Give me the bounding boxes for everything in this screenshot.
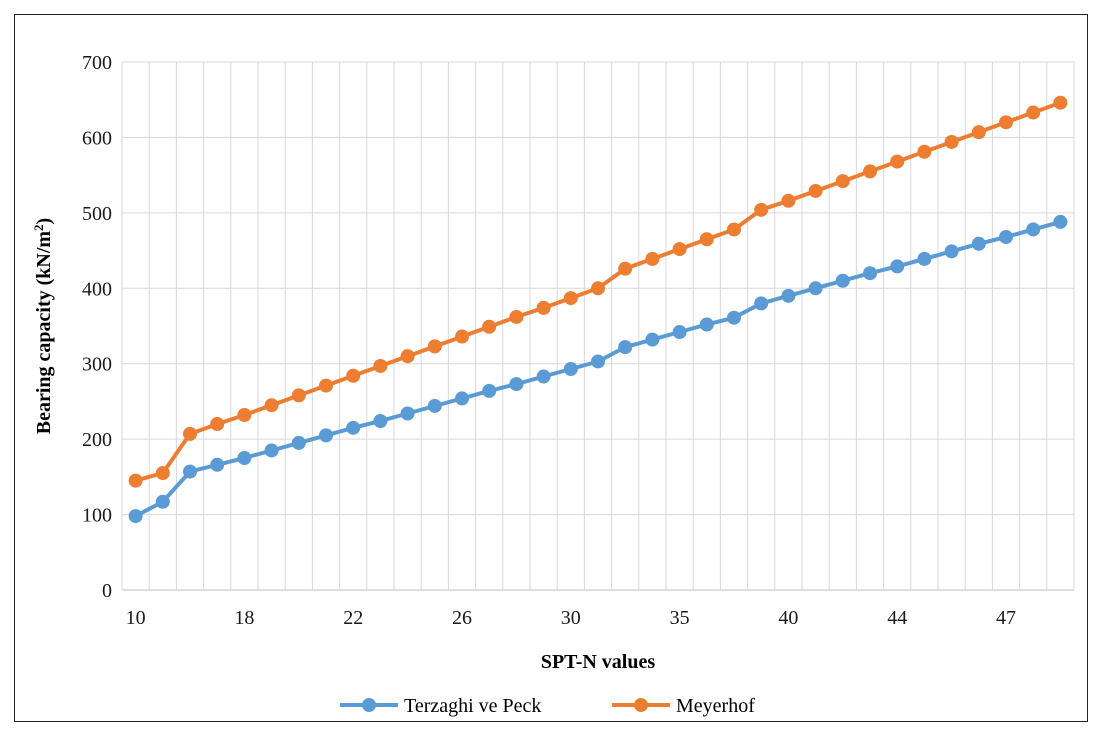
data-point	[971, 236, 986, 251]
x-tick-label: 35	[670, 607, 690, 629]
data-point	[835, 174, 850, 189]
legend-label: Terzaghi ve Peck	[404, 695, 541, 717]
data-point	[808, 281, 823, 296]
data-point	[237, 451, 252, 465]
data-point	[1053, 95, 1068, 110]
y-tick-label: 300	[82, 354, 112, 376]
data-point	[944, 134, 959, 149]
data-point	[264, 398, 279, 413]
data-point	[319, 378, 333, 393]
y-axis-title: Bearing capacity (kN/m2)	[31, 218, 56, 434]
y-tick-label: 400	[82, 278, 112, 300]
data-point	[672, 242, 687, 257]
data-point	[999, 229, 1013, 244]
x-tick-label: 44	[887, 607, 907, 629]
data-point	[808, 183, 823, 198]
data-point	[591, 354, 605, 369]
data-point	[618, 261, 633, 276]
y-tick-label: 0	[102, 580, 112, 602]
x-tick-label: 10	[126, 607, 146, 629]
y-tick-label: 700	[82, 52, 112, 74]
series-line	[134, 219, 1061, 518]
data-point	[210, 457, 225, 472]
data-point	[373, 414, 388, 429]
data-point	[563, 361, 578, 376]
data-point	[863, 266, 877, 281]
data-point	[890, 154, 905, 169]
x-tick-label: 30	[561, 607, 581, 629]
data-point	[781, 288, 796, 303]
data-point	[155, 494, 170, 509]
x-tick-label: 22	[343, 607, 363, 629]
data-point	[645, 251, 660, 266]
data-point	[509, 309, 524, 324]
data-point	[917, 144, 932, 159]
data-point	[319, 428, 333, 443]
y-tick-label: 100	[82, 505, 112, 527]
data-point	[291, 388, 306, 403]
data-point	[971, 125, 986, 140]
legend-marker	[634, 698, 648, 712]
data-point	[618, 340, 633, 355]
data-point	[183, 426, 197, 441]
y-tick-label: 500	[82, 203, 112, 225]
data-point	[346, 368, 361, 383]
data-point	[346, 420, 361, 435]
data-point	[237, 408, 252, 423]
data-point	[754, 296, 769, 311]
data-point	[863, 164, 877, 179]
data-point	[563, 291, 578, 306]
data-point	[591, 281, 605, 296]
data-point	[427, 339, 442, 354]
data-point	[400, 406, 415, 421]
data-point	[1026, 222, 1041, 237]
data-point	[890, 259, 905, 274]
data-point	[1026, 105, 1041, 120]
data-point	[944, 244, 959, 259]
x-axis-title: SPT-N values	[541, 651, 656, 673]
data-point	[645, 332, 660, 347]
y-tick-label: 600	[82, 127, 112, 149]
data-point	[291, 435, 306, 450]
x-tick-label: 18	[234, 607, 254, 629]
data-point	[699, 317, 714, 332]
x-tick-label: 47	[996, 607, 1016, 629]
data-point	[400, 349, 415, 364]
data-point	[264, 443, 279, 458]
data-point	[455, 391, 469, 406]
data-point	[509, 377, 524, 392]
data-point	[210, 417, 225, 432]
data-point	[754, 202, 769, 217]
data-point	[536, 369, 551, 384]
y-tick-label: 200	[82, 429, 112, 451]
data-point	[699, 232, 714, 247]
data-point	[999, 115, 1013, 130]
data-point	[482, 319, 497, 334]
data-point	[672, 325, 687, 340]
data-point	[128, 473, 143, 488]
data-point	[727, 310, 741, 325]
data-point	[781, 193, 796, 208]
data-point	[183, 464, 197, 479]
data-point	[427, 398, 442, 413]
data-point	[727, 222, 741, 237]
data-point	[373, 358, 388, 373]
data-point	[155, 466, 170, 481]
data-point	[128, 509, 143, 524]
data-point	[482, 383, 497, 398]
x-tick-label: 40	[778, 607, 798, 629]
data-point	[536, 300, 551, 315]
legend-marker	[362, 698, 376, 712]
data-point	[835, 273, 850, 288]
data-point	[455, 329, 469, 344]
data-point	[1053, 214, 1068, 229]
data-point	[917, 251, 932, 266]
x-tick-label: 26	[452, 607, 472, 629]
legend-label: Meyerhof	[676, 695, 755, 717]
chart-frame	[14, 14, 1088, 722]
